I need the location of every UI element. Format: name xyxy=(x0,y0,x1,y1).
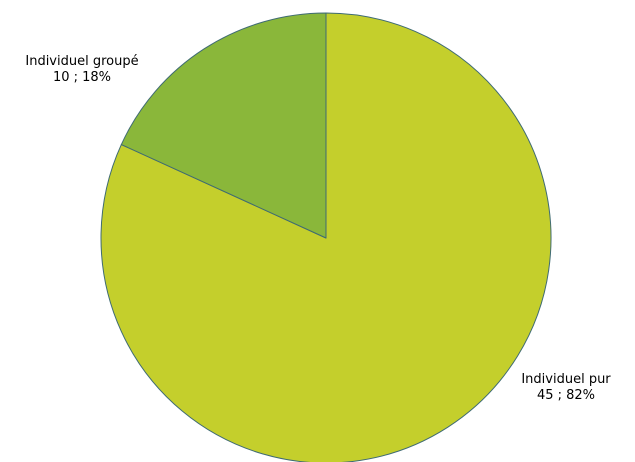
pie-slice-individuel-groupe xyxy=(120,12,327,239)
slice-label-individuel-groupe: Individuel groupé 10 ; 18% xyxy=(2,54,162,86)
slice-value-individuel-groupe: 10 ; 18% xyxy=(52,70,112,85)
slice-name-individuel-groupe: Individuel groupé xyxy=(25,54,139,69)
slice-value-individuel-pur: 45 ; 82% xyxy=(536,388,596,403)
pie-slices xyxy=(100,12,552,462)
pie-slice-individuel-pur xyxy=(100,12,552,462)
slice-label-individuel-pur: Individuel pur 45 ; 82% xyxy=(506,372,626,404)
slice-name-individuel-pur: Individuel pur xyxy=(521,372,611,387)
